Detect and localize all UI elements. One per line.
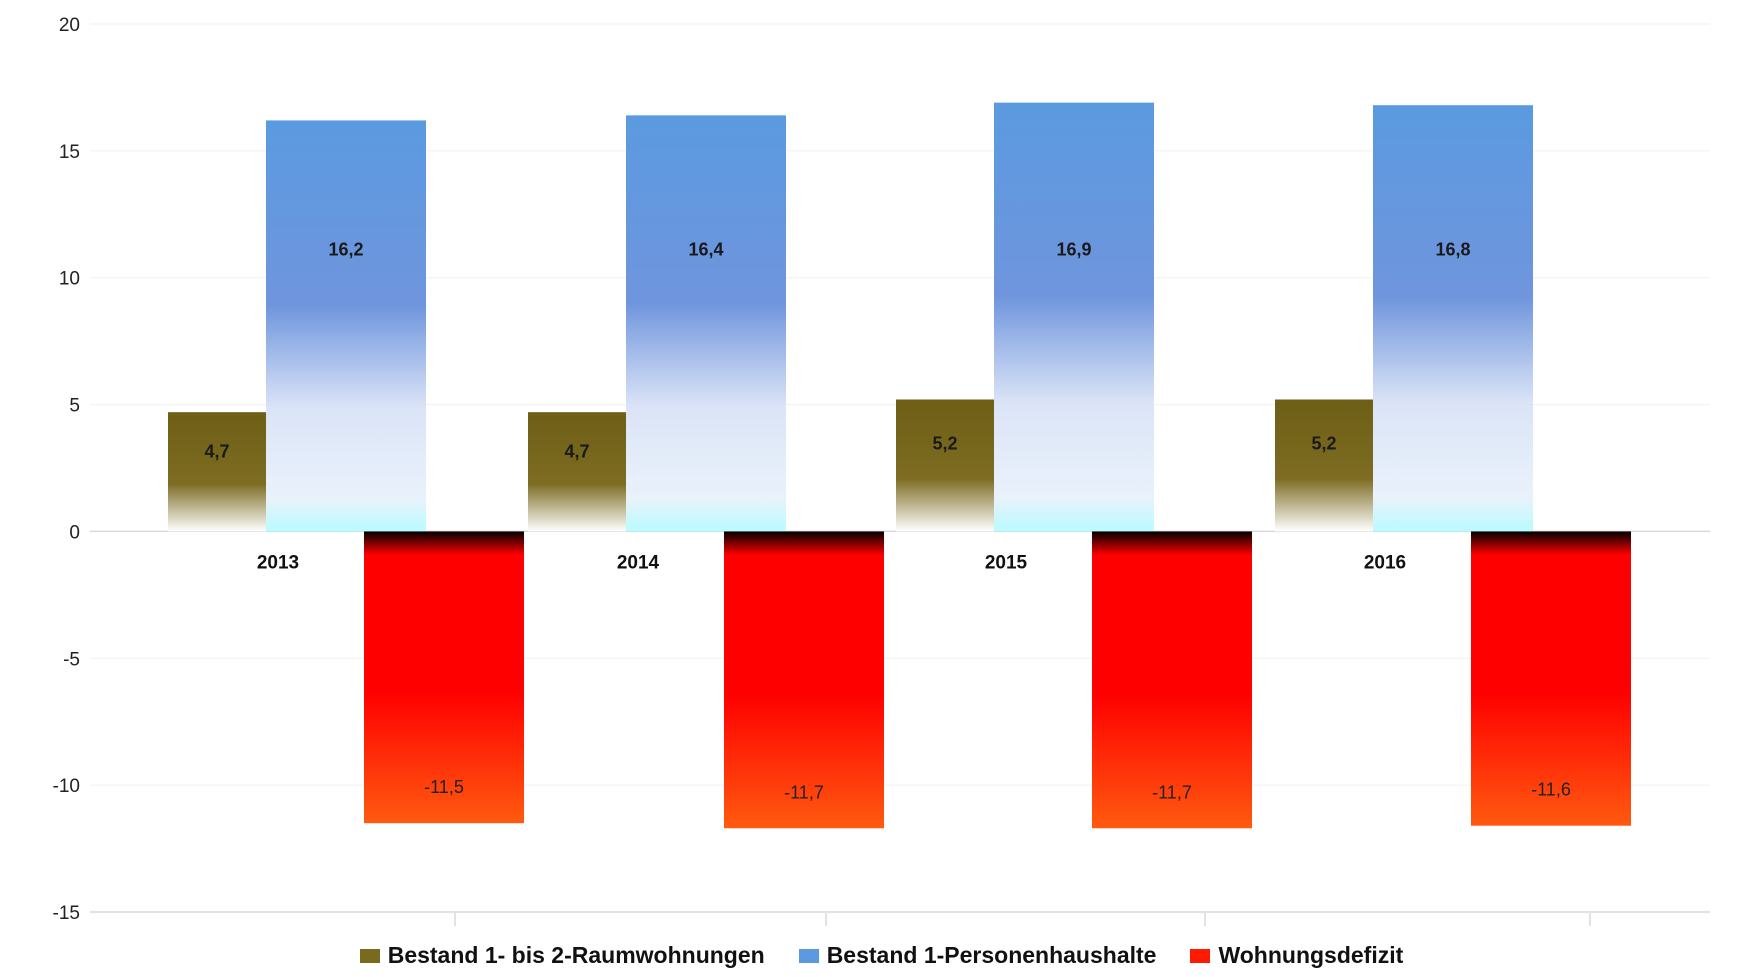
legend: Bestand 1- bis 2-Raumwohnungen Bestand 1-… [0, 942, 1763, 969]
y-tick-label: 5 [69, 396, 80, 417]
x-category-label: 2013 [257, 552, 299, 573]
legend-swatch [359, 948, 380, 963]
data-label: 4,7 [204, 441, 229, 461]
bar-wohnungsdefizit-2013 [364, 531, 524, 824]
x-category-label: 2015 [985, 552, 1028, 573]
data-label: 5,2 [932, 434, 957, 454]
data-label: 16,9 [1056, 240, 1091, 260]
bars [168, 102, 1631, 829]
bar-wohnungsdefizit-2014 [724, 531, 884, 829]
legend-swatch [1190, 948, 1211, 963]
y-tick-label: 0 [69, 522, 80, 543]
data-label: 4,7 [564, 441, 589, 461]
bar-wohnungsdefizit-2016 [1471, 531, 1631, 826]
data-label: 16,2 [328, 240, 363, 260]
y-tick-label: -5 [63, 649, 80, 670]
data-label: -11,7 [784, 782, 824, 802]
y-tick-label: 10 [59, 269, 80, 290]
bar-bestand-1-personenhaushalte-2014 [626, 115, 786, 532]
data-label: -11,5 [424, 777, 464, 797]
y-tick-label: 15 [59, 142, 80, 163]
legend-label: Bestand 1-Personenhaushalte [826, 942, 1157, 968]
legend-label: Bestand 1- bis 2-Raumwohnungen [387, 942, 765, 968]
bar-wohnungsdefizit-2015 [1092, 531, 1252, 829]
bar-bestand-1-personenhaushalte-2013 [266, 120, 426, 532]
data-label: 5,2 [1311, 434, 1336, 454]
legend-swatch [798, 948, 819, 963]
legend-item: Bestand 1-Personenhaushalte [798, 942, 1157, 969]
legend-item: Wohnungsdefizit [1190, 942, 1403, 969]
bar-bestand-1-bis-2-raumwohnungen-2015 [896, 399, 994, 532]
bar-bestand-1-bis-2-raumwohnungen-2014 [528, 412, 626, 532]
x-category-label: 2016 [1364, 552, 1406, 573]
y-tick-label: 20 [59, 15, 80, 36]
y-axis: 20 15 10 5 0 -5 -10 -15 [53, 15, 80, 924]
y-tick-label: -10 [53, 776, 80, 797]
data-label: 16,8 [1435, 240, 1470, 260]
x-category-label: 2014 [617, 552, 660, 573]
category-labels: 2013 2014 2015 2016 [257, 552, 1406, 573]
bar-bestand-1-personenhaushalte-2015 [994, 102, 1154, 532]
data-labels: 4,7 16,2 -11,5 4,7 16,4 -11,7 5,2 16,9 -11,7 5,2 1… [204, 240, 1570, 803]
bar-bestand-1-bis-2-raumwohnungen-2016 [1275, 399, 1373, 532]
bar-bestand-1-bis-2-raumwohnungen-2013 [168, 412, 266, 532]
data-label: 16,4 [688, 240, 723, 260]
y-tick-label: -15 [53, 903, 80, 924]
bar-bestand-1-personenhaushalte-2016 [1373, 105, 1533, 532]
data-label: -11,7 [1152, 782, 1192, 802]
legend-label: Wohnungsdefizit [1218, 942, 1404, 968]
data-label: -11,6 [1531, 780, 1571, 800]
legend-item: Bestand 1- bis 2-Raumwohnungen [359, 942, 765, 969]
